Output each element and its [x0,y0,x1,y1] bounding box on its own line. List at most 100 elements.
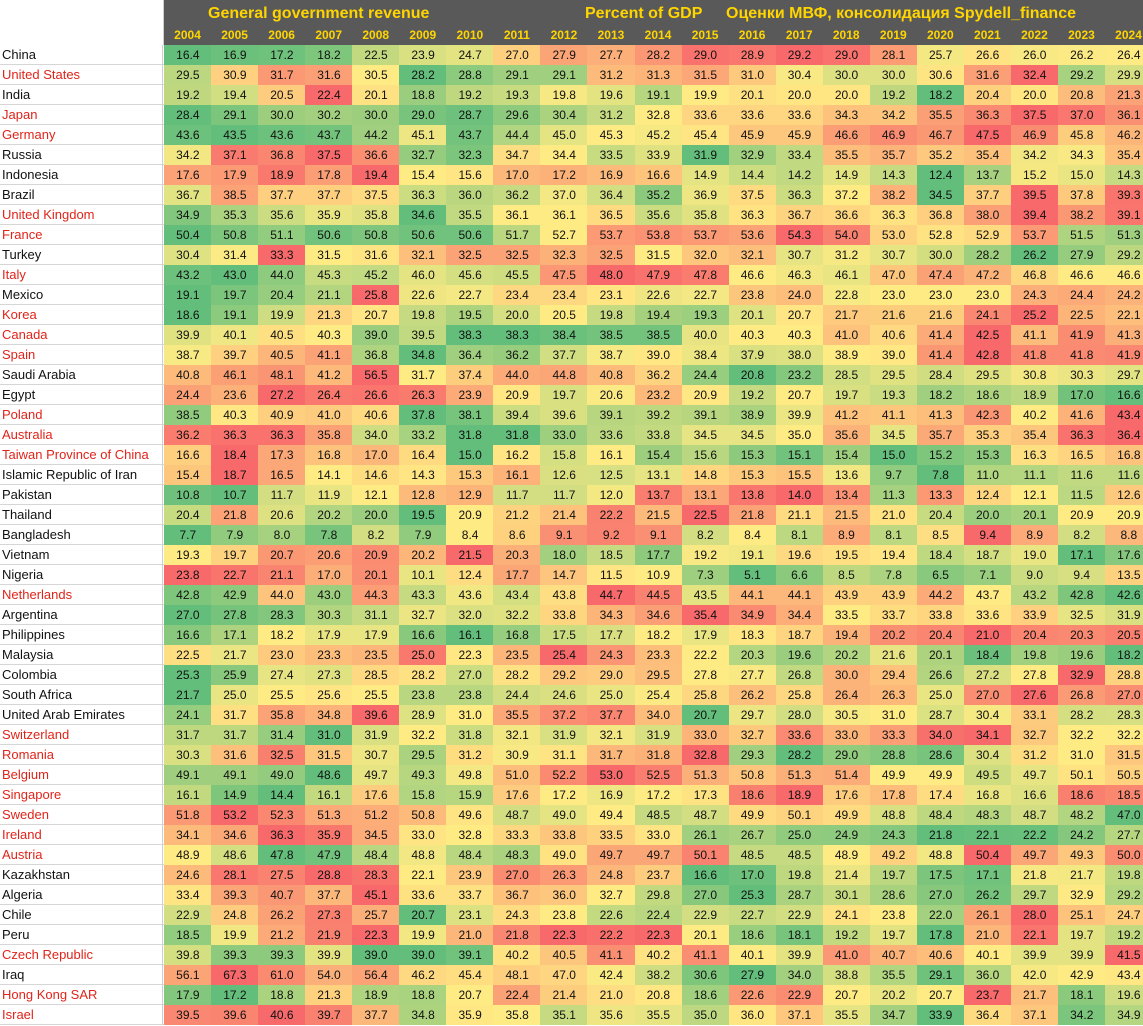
heatmap-cell: 45.8 [1057,125,1106,145]
heatmap-cell: 28.2 [963,245,1012,265]
heatmap-cell: 19.2 [869,85,918,105]
heatmap-cell: 33.0 [540,425,589,445]
heatmap-cell: 20.4 [258,285,306,305]
year-header-2017: 2017 [785,28,813,42]
heatmap-cell: 27.0 [493,45,541,65]
heatmap-cell: 17.5 [916,865,965,885]
heatmap-cell: 34.0 [352,425,400,445]
heatmap-cell: 35.5 [822,145,871,165]
heatmap-cell: 11.3 [869,485,918,505]
heatmap-cell: 23.0 [916,285,965,305]
heatmap-cell: 20.4 [963,85,1012,105]
heatmap-cell: 9.4 [1057,565,1106,585]
heatmap-cell: 36.4 [587,185,636,205]
heatmap-cell: 19.7 [869,925,918,945]
heatmap-cell: 22.6 [399,285,447,305]
heatmap-cell: 20.8 [1057,85,1106,105]
heatmap-cell: 8.2 [352,525,400,545]
heatmap-cell: 37.9 [728,345,777,365]
heatmap-cell: 20.1 [1010,505,1059,525]
country-label: Mexico [0,285,163,305]
heatmap-cell: 23.4 [540,285,589,305]
heatmap-cell: 8.4 [446,525,494,545]
heatmap-cell: 46.9 [869,125,918,145]
heatmap-cell: 39.0 [399,945,447,965]
heatmap-cell: 14.1 [305,465,353,485]
table-row: Vietnam 19.3 19.7 20.7 20.6 20.9 20.2 21.5 20.3 1… [0,545,1143,565]
heatmap-cell: 21.0 [963,925,1012,945]
year-header-2021: 2021 [974,28,1001,42]
heatmap-cell: 19.6 [1105,985,1143,1005]
heatmap-cell: 16.1 [493,465,541,485]
country-label: South Africa [0,685,163,705]
heatmap-cell: 22.9 [681,905,730,925]
heatmap-cell: 54.3 [775,225,824,245]
heatmap-cell: 15.3 [728,445,777,465]
heatmap-cell: 37.2 [822,185,871,205]
heatmap-cell: 20.7 [775,385,824,405]
heatmap-cell: 49.6 [446,805,494,825]
heatmap-cell: 37.7 [352,1005,400,1025]
heatmap-cell: 50.5 [1105,765,1143,785]
heatmap-cell: 15.4 [822,445,871,465]
heatmap-cell: 41.0 [822,945,871,965]
heatmap-cell: 56.1 [164,965,212,985]
year-header-2007: 2007 [315,28,343,42]
heatmap-cell: 42.8 [164,585,212,605]
heatmap-cell: 19.8 [1010,645,1059,665]
heatmap-cell: 27.9 [540,45,589,65]
heatmap-cell: 19.5 [399,505,447,525]
heatmap-cell: 40.6 [869,325,918,345]
heatmap-cell: 30.9 [211,65,259,85]
heatmap-cell: 22.1 [1010,925,1059,945]
heatmap-cell: 31.0 [305,725,353,745]
heatmap-cell: 30.4 [963,705,1012,725]
heatmap-cell: 41.4 [916,345,965,365]
heatmap-cell: 33.9 [634,145,683,165]
heatmap-cell: 43.5 [211,125,259,145]
heatmap-cell: 21.7 [1010,985,1059,1005]
heatmap-cell: 21.7 [1057,865,1106,885]
heatmap-cell: 15.4 [399,165,447,185]
year-header-2020: 2020 [926,28,954,42]
heatmap-cell: 21.4 [540,505,589,525]
heatmap-cell: 24.3 [587,645,636,665]
heatmap-cell: 21.9 [305,925,353,945]
heatmap-cell: 27.2 [963,665,1012,685]
heatmap-cell: 38.4 [540,325,589,345]
heatmap-cell: 19.8 [1105,865,1143,885]
table-row: Ireland 34.1 34.6 36.3 35.9 34.5 33.0 32.8 33.3 3… [0,825,1143,845]
heatmap-cell: 26.4 [1105,45,1143,65]
heatmap-cell: 19.7 [1057,925,1106,945]
heatmap-cell: 39.3 [211,945,259,965]
heatmap-cell: 25.0 [587,685,636,705]
heatmap-cell: 46.8 [1010,265,1059,285]
heatmap-cell: 27.0 [164,605,212,625]
heatmap-cell: 35.9 [305,205,353,225]
heatmap-cell: 34.8 [399,1005,447,1025]
heatmap-cell: 17.6 [1105,545,1143,565]
country-label: Spain [0,345,163,365]
heatmap-cell: 38.0 [963,205,1012,225]
heatmap-cell: 31.1 [352,605,400,625]
heatmap-cell: 30.0 [822,65,871,85]
heatmap-cell: 19.2 [728,385,777,405]
heatmap-cell: 31.2 [822,245,871,265]
heatmap-cell: 24.6 [164,865,212,885]
heatmap-cell: 15.8 [540,445,589,465]
heatmap-cell: 40.2 [634,945,683,965]
heatmap-cell: 30.0 [916,245,965,265]
heatmap-cell: 49.9 [916,765,965,785]
heatmap-cell: 41.4 [916,325,965,345]
heatmap-cell: 48.4 [352,845,400,865]
heatmap-cell: 40.6 [916,945,965,965]
heatmap-cell: 40.9 [258,405,306,425]
heatmap-cell: 23.0 [258,645,306,665]
heatmap-cell: 15.3 [728,465,777,485]
heatmap-cell: 22.5 [352,45,400,65]
heatmap-cell: 15.2 [916,445,965,465]
heatmap-cell: 22.6 [728,985,777,1005]
heatmap-cell: 17.7 [587,625,636,645]
table-row: Bangladesh 7.7 7.9 8.0 7.8 8.2 7.9 8.4 8.6 9.1 9.2… [0,525,1143,545]
country-label: Algeria [0,885,163,905]
